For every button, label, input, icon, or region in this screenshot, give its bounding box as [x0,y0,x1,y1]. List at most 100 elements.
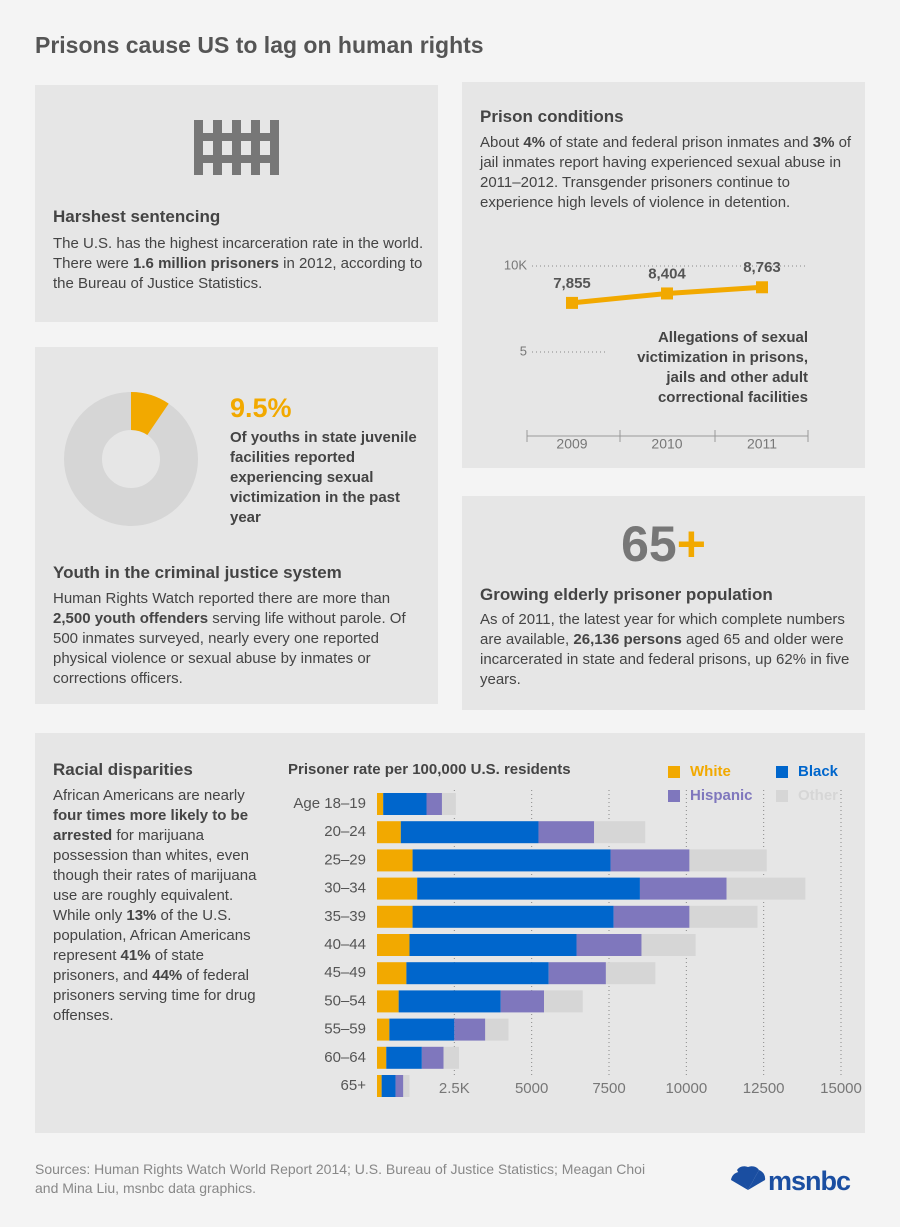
heading: Growing elderly prisoner population [480,585,773,604]
text-span: for marijuana possession than whites, ev… [53,827,257,924]
text-span: 2,500 youth offenders [53,610,209,627]
x-tick-label: 10000 [665,1080,707,1097]
x-tick-label: 5000 [515,1080,548,1097]
bar-segment [576,934,642,956]
text-span: The U.S. has the highest incarceration r… [53,235,424,272]
bar-segment [594,821,646,844]
bar-segment [377,849,413,872]
text-span: As of 2011, the latest year for which co… [480,611,845,648]
big-number: 65+ [462,515,865,573]
bar-segment [412,849,611,872]
paragraph: The U.S. has the highest incarceration r… [53,234,428,294]
bar-segment [417,877,640,900]
legend-label: Other [798,787,838,804]
legend-swatch [668,766,680,778]
heading: Prison conditions [480,107,624,126]
text-span: 65 [621,516,677,572]
text-span: 3% [812,134,835,151]
text-span: of jail inmates report having experience… [480,134,852,211]
y-tick-label: 30–34 [324,880,366,897]
text-span: 4% [523,134,546,151]
bar-segment [426,793,442,815]
x-tick-label: 2.5K [439,1080,470,1097]
bar-segment [377,905,413,928]
bar-segment [400,821,539,844]
value-label: 9.5% [230,393,292,423]
paragraph: Human Rights Watch reported there are mo… [53,589,428,689]
value-label: 8,404 [648,265,686,282]
bar-segment [443,1046,459,1069]
bar-segment [381,1075,396,1097]
y-tick-label: 25–29 [324,851,366,868]
legend-swatch [776,766,788,778]
x-tick-label: 2011 [747,436,777,452]
text-span: 44% [152,967,183,984]
fence-icon [194,120,279,175]
text-span: 26,136 persons [573,631,682,648]
y-tick-label: 40–44 [324,936,366,953]
logo-text: msnbc [768,1166,851,1196]
bar-segment [441,793,456,815]
bar-segment [377,793,384,815]
bar-segment [409,934,577,956]
marker [756,281,768,294]
bar-segment [605,962,656,985]
x-tick-label: 12500 [743,1080,785,1097]
paragraph: African Americans are nearly four times … [53,786,268,1026]
bar-segment [377,990,399,1013]
legend-swatch [668,790,680,802]
text-span: of the U.S. population, African American… [53,907,251,964]
marker [661,287,673,300]
bar-segment [538,821,595,844]
y-tick-label: 10K [504,257,527,272]
value-label: 7,855 [553,275,591,292]
bar-segment [421,1046,444,1069]
text-span: 41% [120,947,151,964]
text-span: four times more likely to be arrested [53,807,249,844]
text-span: aged 65 and older were incarcerated in s… [480,631,850,688]
chart-annotation: Allegations of sexual victimization in p… [605,328,808,408]
y-tick-label: 65+ [341,1077,367,1094]
text-span: of federal prisoners serving time for dr… [53,967,256,1024]
donut-label: Of youths in state juvenile facilities r… [230,429,417,526]
bar-segment [500,990,545,1013]
heading: Racial disparities [53,760,193,779]
value-label: 8,763 [743,259,781,276]
text-span: in 2012, according to the Bureau of Just… [53,255,423,292]
bar-segment [377,1018,390,1041]
sources: Sources: Human Rights Watch World Report… [35,1161,646,1196]
bar-segment [485,1018,509,1041]
bar-segment [689,905,758,928]
y-tick-label: 35–39 [324,908,366,925]
heading: Harshest sentencing [53,207,221,226]
bar-segment [689,849,767,872]
bar-segment [548,962,606,985]
chart-title: Prisoner rate per 100,000 U.S. residents [288,761,571,778]
bar-segment [377,1075,382,1097]
page-title: Prisons cause US to lag on human rights [35,32,484,58]
y-tick-label: 45–49 [324,964,366,981]
y-tick-label: 55–59 [324,1021,366,1038]
bar-segment [544,990,583,1013]
x-tick-label: 15000 [820,1080,862,1097]
text-span: of state prisoners, and [53,947,204,984]
bar-segment [395,1075,404,1097]
panel [462,496,865,710]
bar-segment [377,934,410,956]
heading: Youth in the criminal justice system [53,563,342,582]
text-span: 1.6 million prisoners [133,255,279,272]
y-tick-label: 60–64 [324,1049,366,1066]
bar-segment [377,1046,387,1069]
bar-segment [454,1018,486,1041]
text-span: African Americans are nearly [53,787,245,804]
bar-segment [389,1018,455,1041]
bar-segment [641,934,696,956]
bar-segment [377,962,407,985]
bar-segment [726,877,806,900]
x-tick-label: 7500 [592,1080,625,1097]
legend-swatch [776,790,788,802]
x-tick-label: 2009 [556,436,587,452]
bar-segment [610,849,690,872]
bar-segment [386,1046,422,1069]
